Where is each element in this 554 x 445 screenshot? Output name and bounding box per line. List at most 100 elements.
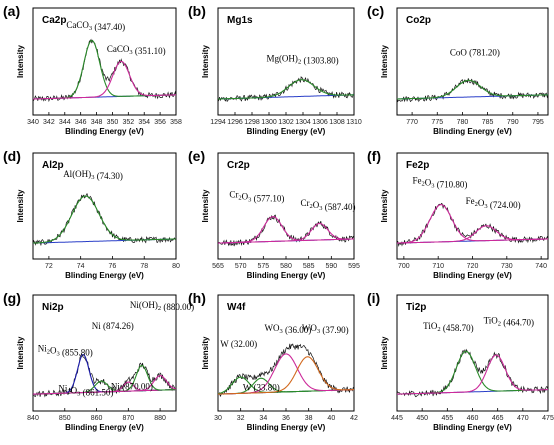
panel-label: (i) [367, 290, 380, 306]
x-tick-label: 565 [212, 263, 224, 270]
panel-cr2p: (e) Cr2p 565 570 575 580 585 590 595 Blinding Ene… [188, 148, 360, 280]
x-tick-label: 470 [517, 415, 529, 422]
x-tick-label: 445 [391, 415, 403, 422]
x-tick-label: 775 [431, 119, 443, 126]
element-label: Al2p [42, 160, 64, 171]
peak-fit [218, 222, 355, 244]
panel-label: (d) [3, 148, 21, 164]
peak-fit [397, 354, 548, 395]
x-tick-label: 352 [122, 119, 134, 126]
x-tick-label: 790 [507, 119, 519, 126]
peak-annotation: TiO2 (464.70) [484, 316, 534, 328]
x-tick-label: 840 [27, 415, 39, 422]
element-label: Co2p [406, 15, 431, 26]
peak-fit [397, 350, 548, 395]
peak-fit [218, 356, 354, 395]
panel-label: (a) [3, 3, 20, 19]
plot-frame [396, 7, 549, 116]
peak-fit [218, 79, 354, 100]
panel-label: (b) [188, 3, 206, 19]
x-tick-label: 780 [457, 119, 469, 126]
peak-annotation: Ni2O3 (855.80) [38, 344, 93, 358]
element-label: Ti2p [406, 302, 426, 313]
peak-annotation: W (33.80) [243, 383, 280, 393]
peak-fit [218, 216, 355, 244]
x-tick-label: 870 [122, 415, 134, 422]
peak-annotation: WO3 (36.00) [264, 323, 311, 335]
plot-frame [32, 294, 177, 412]
x-tick-label: 465 [492, 415, 504, 422]
peak-fit [397, 225, 549, 244]
raw-spectrum [32, 354, 177, 398]
panel-co2p: (c) Co2p 770 775 780 785 790 795 Blinding Energy… [367, 3, 549, 136]
x-tick-label: 32 [237, 415, 245, 422]
peak-fit [33, 375, 177, 395]
x-tick-label: 575 [257, 263, 269, 270]
x-tick-label: 580 [280, 263, 292, 270]
peak-annotation: Fe2O3 (724.00) [466, 196, 521, 210]
x-tick-label: 450 [416, 415, 428, 422]
x-tick-label: 860 [91, 415, 103, 422]
y-axis-label: Intensity [380, 336, 389, 369]
y-axis-label: Intensity [16, 336, 25, 369]
panel-w4f: (h) W4f 30 32 34 36 38 40 42 Blinding Energy (eV)… [188, 290, 358, 432]
peak-fit [32, 195, 177, 244]
x-tick-label: 80 [172, 263, 180, 270]
peak-annotation: Ni2O3 (861.50) [58, 383, 113, 397]
x-tick-label: 585 [303, 263, 315, 270]
x-tick-label: 38 [305, 415, 313, 422]
x-tick-label: 710 [432, 263, 444, 270]
peak-annotation: TiO2 (458.70) [423, 321, 473, 333]
y-axis-label: Intensity [201, 189, 210, 222]
x-tick-label: 455 [441, 415, 453, 422]
x-tick-label: 720 [467, 263, 479, 270]
y-axis-label: Intensity [201, 336, 210, 369]
x-tick-label: 770 [406, 119, 418, 126]
element-label: Mg1s [227, 15, 253, 26]
y-axis-label: Intensity [201, 45, 210, 78]
x-tick-label: 1296 [227, 119, 243, 126]
peak-annotation: Cr2O3 (587.40) [301, 198, 356, 212]
x-axis-label: Blinding Energy (eV) [433, 271, 512, 280]
x-tick-label: 570 [235, 263, 247, 270]
x-tick-label: 785 [482, 119, 494, 126]
plot-frame [32, 152, 177, 260]
x-tick-label: 348 [91, 119, 103, 126]
peak-fit [397, 79, 548, 100]
y-axis-label: Intensity [380, 189, 389, 222]
x-tick-label: 340 [27, 119, 39, 126]
x-tick-label: 74 [77, 263, 85, 270]
panel-label: (h) [188, 290, 206, 306]
peak-annotation: CaCO3 (347.40) [66, 20, 125, 32]
peak-annotation: WO3 (37.90) [302, 323, 349, 335]
x-tick-label: 850 [59, 415, 71, 422]
peak-annotation: CoO (781.20) [450, 48, 500, 58]
peak-annotation: Mg(OH)2 (1303.80) [266, 53, 338, 65]
x-tick-label: 795 [532, 119, 544, 126]
panel-ni2p: (g) Ni2p 840 850 860 870 880 Blinding Energy (e… [3, 290, 194, 432]
panel-al2p: (d) Al2p 72 74 76 78 80 Blinding Energy (eV) Int… [3, 148, 180, 280]
peak-annotation: CaCO3 (351.10) [107, 44, 166, 56]
raw-spectrum [32, 38, 177, 103]
x-axis-label: Blinding Energy (eV) [65, 423, 144, 432]
x-tick-label: 356 [154, 119, 166, 126]
element-label: Ca2p [42, 15, 66, 26]
y-axis-label: Intensity [380, 45, 389, 78]
peak-annotation: Ni (870.00) [111, 382, 153, 392]
peak-annotation: Cr2O3 (577.10) [229, 190, 284, 204]
x-tick-label: 76 [109, 263, 117, 270]
x-tick-label: 1308 [329, 119, 345, 126]
x-tick-label: 460 [467, 415, 479, 422]
panel-label: (f) [367, 148, 381, 164]
peak-fit [33, 60, 176, 100]
panel-ca2p: (a) Ca2p 340 342 344 346 348 350 352 354 356 358 Bli… [3, 3, 182, 136]
x-tick-label: 42 [350, 415, 358, 422]
x-tick-label: 78 [140, 263, 148, 270]
element-label: W4f [227, 302, 246, 313]
x-tick-label: 880 [154, 415, 166, 422]
x-tick-label: 475 [542, 415, 554, 422]
x-axis-label: Blinding Energy (eV) [247, 127, 326, 136]
x-tick-label: 590 [325, 263, 337, 270]
x-axis-label: Blinding Energy (eV) [65, 127, 144, 136]
